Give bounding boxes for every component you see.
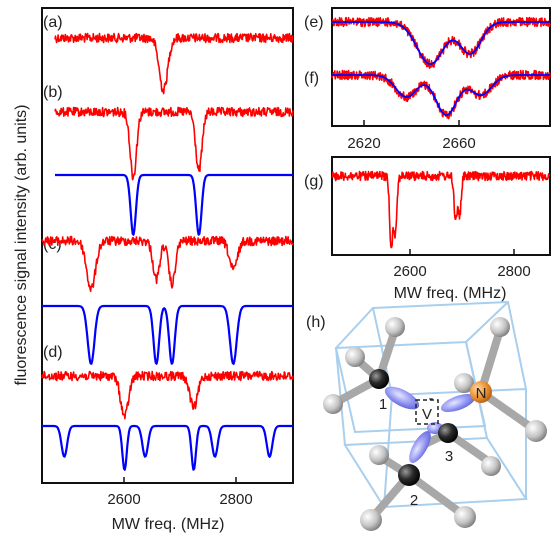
carbon-atom [360,509,382,531]
inset-ef: 2620 2660 (e) (f) [304,7,551,152]
carbon-atom [385,317,405,337]
main-y-axis-label: fluorescence signal intensity (arb. unit… [13,104,30,385]
inset-g-xtick-label-2600: 2600 [393,263,426,280]
nitrogen-atom [470,381,492,403]
series-line-c-simulation [41,304,294,365]
carbon-atom [481,456,501,476]
inset-ef-traces [331,16,551,120]
defect-model: (h) [306,300,547,531]
panel-label-a: (a) [43,14,63,31]
atom-label-3: 3 [445,448,453,465]
main-traces [41,32,294,471]
series-line-c-experiment [41,235,294,292]
inset-ef-xtick-label-2620: 2620 [347,135,380,152]
orbital-lobe-n [440,393,476,413]
series-line-a-experiment [54,32,294,95]
inset-g: 2600 2800 MW freq. (MHz) (g) [304,156,551,302]
panel-label-g: (g) [304,173,324,190]
carbon-atom [525,420,547,442]
main-x-axis-label: MW freq. (MHz) [112,516,225,533]
panel-label-b: (b) [43,84,63,101]
orbital-lobe-1 [384,386,420,410]
series-line-b-simulation [54,173,294,236]
nitrogen-label: N [476,385,487,402]
vacancy-site [415,399,439,425]
main-xtick-label-2800: 2800 [219,491,252,508]
carbon-atom [323,394,343,414]
atom-label-1: 1 [379,396,387,413]
series-line-e-experiment [331,16,551,69]
atom-label-2: 2 [410,492,418,509]
series-line-d-experiment [41,370,294,420]
carbon-atom [454,373,474,393]
series-line-b-experiment [54,106,294,181]
main-plot: 2600 2800 MW freq. (MHz) fluorescence si… [13,7,294,533]
inset-ef-xtick-label-2660: 2660 [442,135,475,152]
orbital-lobe-2 [409,431,431,463]
main-xtick-label-2600: 2600 [107,491,140,508]
inset-g-x-axis-label: MW freq. (MHz) [394,285,507,302]
inset-g-xtick-label-2800: 2800 [497,263,530,280]
vacancy-charge-label: - [429,390,434,407]
main-plot-frame [41,7,294,484]
carbon-atom-2 [398,464,420,486]
carbon-atom-1 [369,369,389,389]
inset-g-traces [331,170,551,249]
series-line-f-simulation [331,74,551,116]
inset-ef-frame [331,7,551,127]
panel-label-h: (h) [306,314,326,331]
panel-label-d: (d) [43,344,63,361]
series-line-d-simulation [41,424,294,471]
carbon-atom [369,445,389,465]
inset-g-frame [331,156,551,256]
carbon-atom-3 [438,423,458,443]
panel-label-e: (e) [304,14,324,31]
carbon-atom [345,347,365,367]
carbon-atom [490,317,510,337]
series-line-e-simulation [331,21,551,65]
panel-label-f: (f) [304,70,319,87]
carbon-atom [454,506,476,528]
vacancy-label: V [422,406,432,423]
series-line-g-experiment [331,170,551,249]
